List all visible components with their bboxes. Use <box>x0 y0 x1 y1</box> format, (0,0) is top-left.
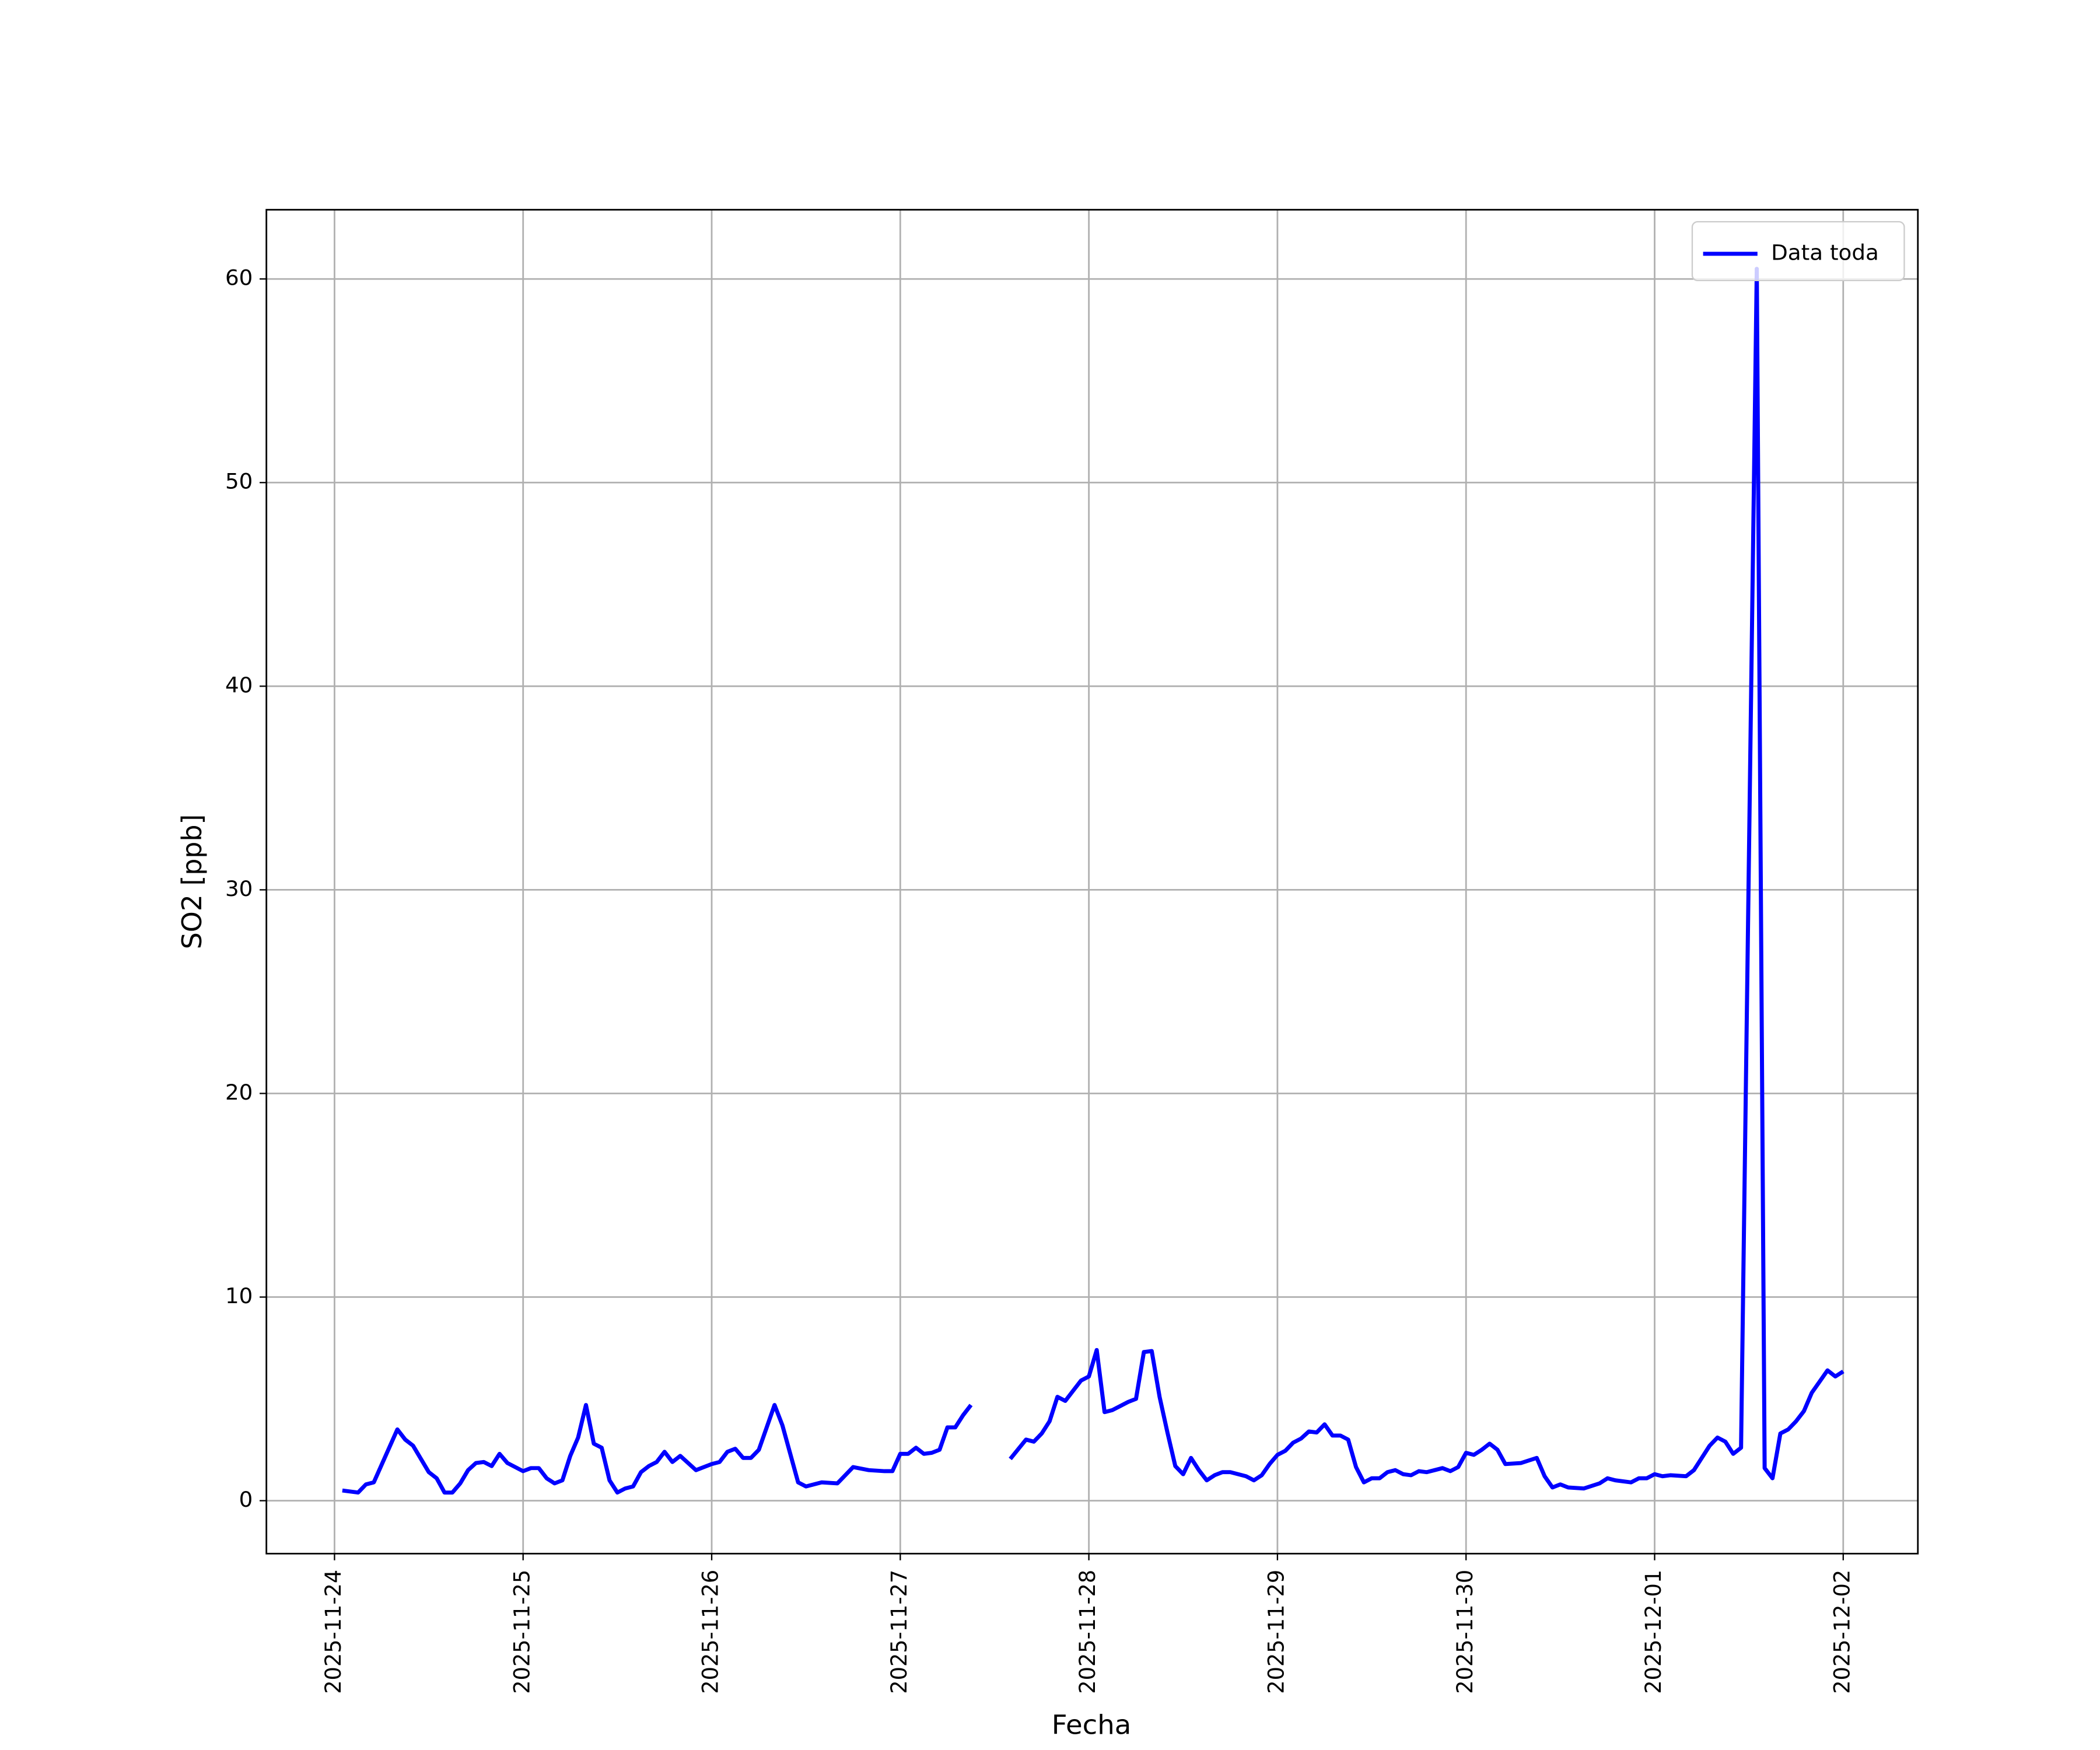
y-tick-label: 30 <box>225 876 253 901</box>
y-tick-label: 10 <box>225 1283 253 1308</box>
grid <box>266 209 1918 1554</box>
x-axis-label: Fecha <box>1052 1709 1132 1741</box>
legend-label: Data toda <box>1771 240 1879 265</box>
x-tick-label: 2025-11-30 <box>1452 1570 1478 1694</box>
plot-frame <box>265 209 1919 1555</box>
legend: Data toda <box>1691 221 1905 282</box>
x-tick-label: 2025-11-24 <box>321 1570 346 1694</box>
y-tick-label: 0 <box>239 1487 253 1512</box>
legend-box <box>1691 221 1905 282</box>
x-tick-label: 2025-11-28 <box>1075 1570 1100 1694</box>
data-line <box>342 267 1845 1495</box>
ticks: 0 10 20 30 40 50 60 2025-11-24 2025-11-25 2025-11… <box>225 265 1855 1694</box>
x-tick-label: 2025-11-26 <box>698 1570 723 1694</box>
y-tick-label: 40 <box>225 673 253 698</box>
y-tick-label: 20 <box>225 1080 253 1105</box>
y-tick-label: 60 <box>225 265 253 290</box>
x-tick-label: 2025-11-25 <box>509 1570 534 1694</box>
x-tick-label: 2025-12-01 <box>1641 1570 1666 1694</box>
x-tick-label: 2025-11-27 <box>887 1570 912 1694</box>
y-tick-label: 50 <box>225 469 253 494</box>
lines <box>342 267 1845 1495</box>
x-tick-label: 2025-11-29 <box>1264 1570 1289 1694</box>
x-tick-label: 2025-12-02 <box>1829 1570 1854 1694</box>
y-axis-label: SO2 [ppb] <box>176 814 207 950</box>
plot-area <box>266 209 1918 1554</box>
